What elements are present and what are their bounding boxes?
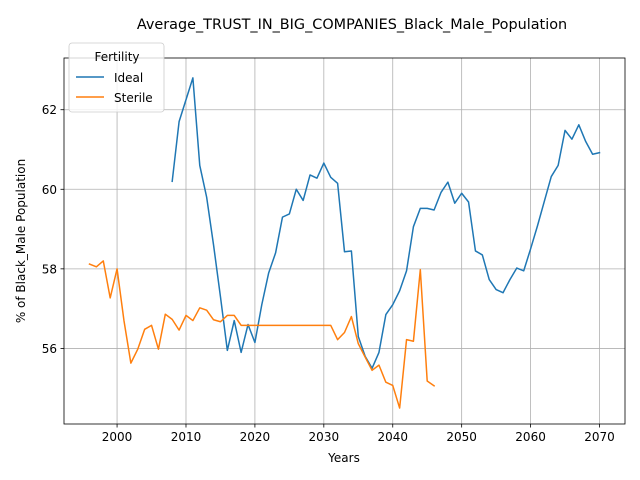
y-tick-label: 58	[42, 262, 57, 276]
x-tick-label: 2020	[240, 430, 271, 444]
x-tick-label: 2070	[584, 430, 615, 444]
legend-label-ideal: Ideal	[114, 71, 143, 85]
legend: Fertility Ideal Sterile	[68, 42, 165, 113]
x-tick-label: 2060	[515, 430, 546, 444]
legend-label-sterile: Sterile	[114, 91, 153, 105]
plot-frame	[63, 57, 626, 425]
plot-lines	[88, 77, 601, 409]
legend-title: Fertility	[94, 50, 139, 64]
x-axis-label: Years	[327, 451, 360, 465]
x-tick-label: 2030	[309, 430, 340, 444]
x-axis: 2000 2010 2020 2030 2040 2050 2060 2070	[102, 424, 615, 444]
chart-title: Average_TRUST_IN_BIG_COMPANIES_Black_Mal…	[137, 17, 567, 33]
y-axis: 56 58 60 62	[42, 103, 64, 356]
series-line-sterile	[88, 260, 436, 409]
y-tick-label: 62	[42, 103, 57, 117]
x-tick-label: 2040	[377, 430, 408, 444]
y-axis-label: % of Black_Male Population	[14, 159, 28, 323]
y-tick-label: 60	[42, 183, 57, 197]
x-tick-label: 2010	[171, 430, 202, 444]
legend-box	[68, 42, 165, 113]
series-line-ideal	[171, 77, 601, 370]
x-tick-label: 2000	[102, 430, 133, 444]
x-tick-label: 2050	[446, 430, 477, 444]
y-tick-label: 56	[42, 342, 57, 356]
